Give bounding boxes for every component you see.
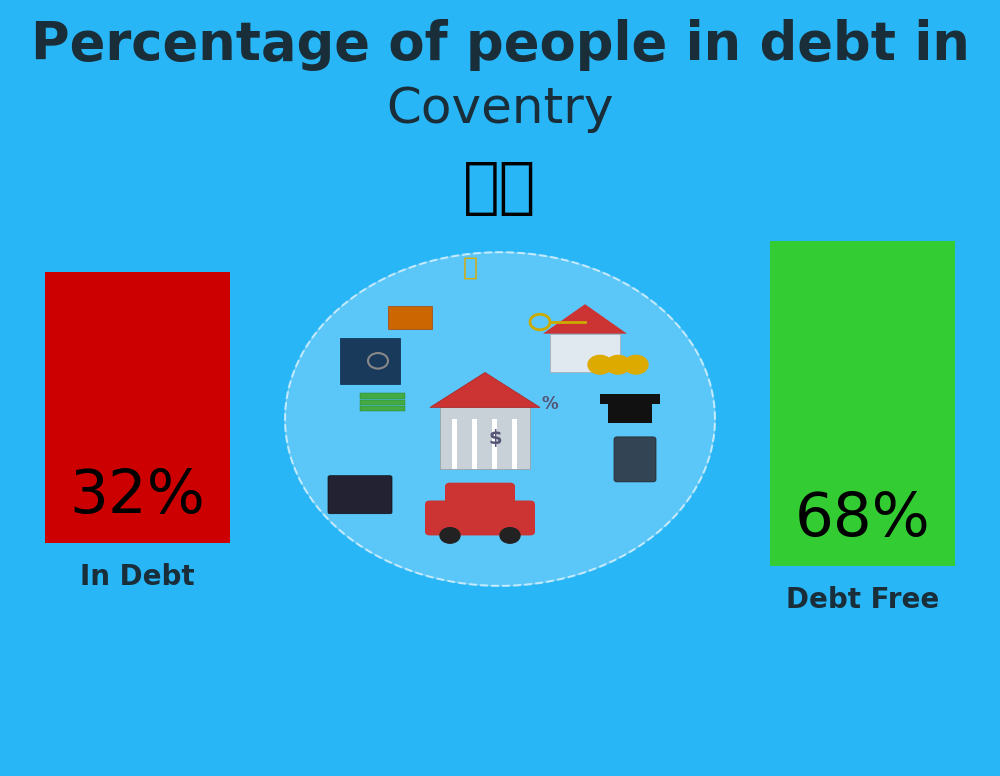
Circle shape <box>588 355 612 374</box>
Bar <box>472 419 478 469</box>
FancyBboxPatch shape <box>445 483 515 510</box>
Text: 🇬🇧: 🇬🇧 <box>463 159 537 218</box>
Bar <box>770 241 955 566</box>
Circle shape <box>500 528 520 543</box>
Polygon shape <box>543 304 627 334</box>
Circle shape <box>285 252 715 586</box>
Bar <box>512 419 517 469</box>
Bar <box>360 400 405 405</box>
Bar <box>45 272 230 543</box>
Circle shape <box>624 355 648 374</box>
Circle shape <box>606 355 630 374</box>
Bar <box>340 338 400 384</box>
Text: $: $ <box>488 429 502 448</box>
Text: Debt Free: Debt Free <box>786 586 939 614</box>
Bar <box>600 394 660 404</box>
Bar <box>452 419 457 469</box>
Text: Coventry: Coventry <box>386 85 614 133</box>
Bar <box>608 401 652 423</box>
Bar <box>360 393 405 399</box>
Text: 32%: 32% <box>70 467 205 526</box>
Circle shape <box>440 528 460 543</box>
Bar <box>360 406 405 411</box>
FancyBboxPatch shape <box>614 437 656 482</box>
FancyBboxPatch shape <box>328 476 392 514</box>
Polygon shape <box>430 372 540 407</box>
Text: In Debt: In Debt <box>80 563 195 591</box>
Bar <box>388 306 432 329</box>
Bar <box>440 407 530 469</box>
Text: 68%: 68% <box>795 490 930 549</box>
Bar <box>492 419 497 469</box>
Bar <box>550 334 620 372</box>
FancyBboxPatch shape <box>425 501 535 535</box>
Text: %: % <box>542 394 558 413</box>
Text: 〜: 〜 <box>462 256 478 279</box>
Text: Percentage of people in debt in: Percentage of people in debt in <box>31 19 969 71</box>
